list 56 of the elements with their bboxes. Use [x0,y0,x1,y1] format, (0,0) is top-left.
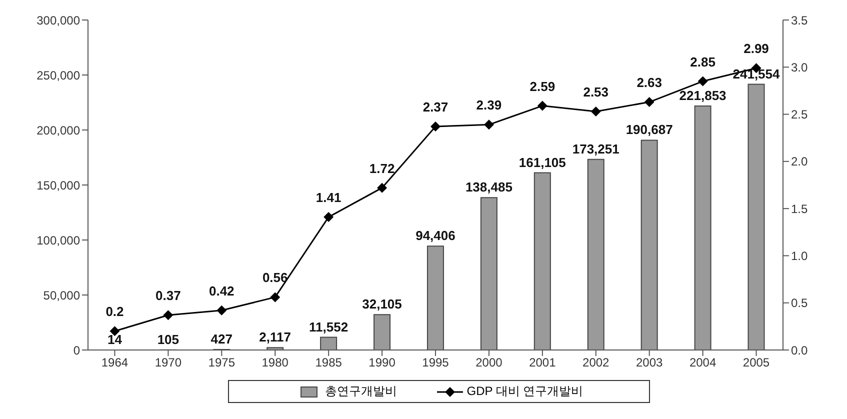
data-label: 173,251 [572,141,620,156]
data-label: 0.37 [156,288,181,304]
data-label: 0.42 [209,283,234,298]
data-label: 0.56 [262,270,288,286]
x-tick-label: 1970 [154,356,182,370]
data-label: 221,853 [679,88,726,103]
x-tick-label: 1980 [262,356,289,370]
y2-tick-label: 1.5 [791,202,808,216]
data-label: 1.41 [316,190,342,206]
y-tick-label: 200,000 [36,123,80,138]
data-label: 14 [107,332,123,347]
data-label: 94,406 [416,228,456,244]
data-label: 2.63 [636,75,662,90]
x-tick-label: 1995 [422,356,450,370]
data-label: 32,105 [362,296,402,312]
data-label: 2.37 [422,100,448,115]
x-tick-label: 1990 [368,356,396,370]
data-label: 161,105 [518,154,566,170]
y-tick-label: 100,000 [36,233,80,248]
y-tick-label: 0 [73,343,80,358]
data-label: 2.59 [530,78,556,94]
y2-tick-label: 0.5 [791,296,808,310]
legend-label: 총연구개발비 [324,383,397,400]
x-tick-label: 2001 [529,356,556,370]
data-label: 241,554 [732,66,781,82]
data-label: 2.85 [690,54,716,70]
x-tick-label: 2002 [582,356,610,370]
x-tick-label: 2000 [476,356,503,370]
data-label: 2.39 [476,98,502,113]
y2-tick-label: 2.5 [791,108,808,122]
y-tick-label: 150,000 [36,178,80,192]
x-tick-label: 2004 [689,356,716,370]
y2-tick-label: 3.0 [791,60,808,74]
y-tick-label: 50,000 [43,288,80,302]
x-tick-label: 1964 [101,356,128,370]
data-label: 0.2 [106,304,124,320]
x-tick-label: 2005 [742,356,770,370]
legend-label: GDP 대비 연구개발비 [466,383,584,400]
data-label: 427 [210,332,232,347]
y2-tick-label: 0.0 [791,343,808,358]
y2-tick-label: 1.0 [791,248,808,263]
y-tick-label: 250,000 [36,68,80,82]
x-tick-label: 1985 [315,356,342,370]
y2-tick-label: 2.0 [791,154,808,169]
data-label: 11,552 [309,319,348,334]
y2-tick-label: 3.5 [791,13,808,28]
y-tick-label: 300,000 [36,13,80,28]
x-tick-label: 1975 [208,356,236,370]
data-label: 2.53 [583,84,609,100]
data-label: 105 [157,332,180,347]
data-label: 2.99 [744,41,769,56]
x-tick-label: 2003 [636,356,664,370]
data-label: 1.72 [369,160,395,176]
data-label: 190,687 [626,122,673,138]
data-label: 138,485 [465,180,512,195]
data-label: 2,117 [259,330,292,345]
